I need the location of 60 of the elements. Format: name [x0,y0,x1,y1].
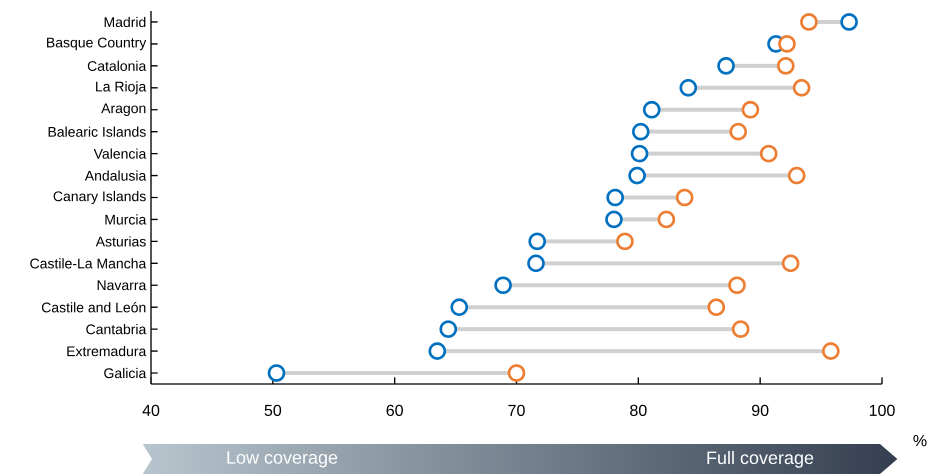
point [630,144,648,162]
point [676,188,694,206]
y-tick-label: Balearic Islands [48,126,146,137]
x-axis-title: % [913,435,927,446]
y-tick-label: Catalonia [88,60,146,71]
point [800,13,818,31]
point [778,35,796,53]
y-tick-label: La Rioja [96,81,146,94]
point [788,166,806,184]
point [606,188,624,206]
point [840,13,858,31]
x-tick-label: 60 [386,404,403,416]
point [494,276,512,294]
y-tick-label: Basque Country [47,38,146,50]
point [658,210,676,228]
point [528,232,546,250]
point [605,210,623,228]
point [742,100,760,119]
y-tick-label: Galicia [104,368,146,378]
text: Low coverage [227,451,338,468]
point [628,166,646,184]
x-tick-label: 80 [630,404,647,416]
x-tick-label: 90 [752,404,768,416]
point [792,78,810,97]
point [616,232,634,250]
point [708,298,726,316]
point [822,342,840,360]
point [508,364,526,382]
point [439,320,458,338]
x-tick-label: 40 [142,404,160,416]
point [729,122,748,140]
x-tick-label: 70 [508,404,525,416]
point [527,254,545,272]
y-tick-label: Extremadura [67,346,146,356]
y-tick-label: Madrid [104,16,146,28]
y-tick-label: Castile and León [42,302,146,312]
y-tick-label: Murcia [105,214,146,225]
y-tick-label: Navarra [98,280,146,290]
x-tick-label: 50 [264,404,282,416]
point [679,78,698,97]
point [728,276,746,294]
point [717,57,735,75]
point [760,144,778,162]
point [450,298,468,316]
point [732,320,750,338]
point [776,57,795,75]
y-tick-label: Valencia [94,148,146,159]
y-tick-label: Asturias [96,236,146,247]
point [268,364,286,382]
y-tick-label: Aragon [101,103,146,116]
text: Full coverage [707,450,814,468]
y-tick-label: Canary Islands [54,190,146,204]
point [632,122,650,140]
y-tick-label: Andalusia [84,170,146,181]
point [782,254,800,272]
point [428,342,446,360]
y-tick-label: Castile-La Mancha [30,258,146,268]
y-tick-label: Cantabria [86,324,146,334]
point [642,100,661,119]
x-tick-label: 100 [870,404,895,416]
